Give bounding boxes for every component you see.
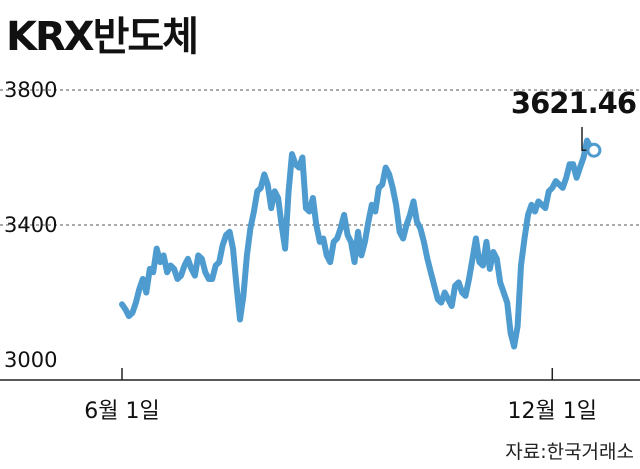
series-layer: 3621.46 [119,86,637,350]
source-note: 자료:한국거래소 [505,441,634,463]
y-axis-ticks: 3800 3400 3000 [4,78,57,372]
x-axis-ticks: 6월 1일 12월 1일 [84,368,597,424]
last-point-marker [586,142,602,158]
series-line [119,137,597,350]
x-tick-label: 12월 1일 [508,399,597,424]
last-value-label: 3621.46 [511,86,636,120]
y-tick-label: 3000 [4,348,57,372]
grid-lines [0,89,640,226]
chart-title: KRX반도체 [6,14,197,60]
y-tick-label: 3400 [4,213,57,237]
y-tick-label: 3800 [4,78,57,102]
x-tick-label: 6월 1일 [84,399,159,424]
